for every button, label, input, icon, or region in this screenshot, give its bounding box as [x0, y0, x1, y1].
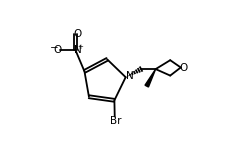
Text: −: − — [50, 43, 59, 53]
Text: N: N — [126, 71, 134, 81]
Text: O: O — [180, 63, 188, 73]
Text: N: N — [74, 45, 82, 55]
Text: Br: Br — [110, 116, 121, 126]
Text: +: + — [78, 44, 83, 50]
Text: O: O — [53, 45, 61, 55]
Polygon shape — [145, 69, 156, 87]
Text: O: O — [74, 29, 82, 39]
